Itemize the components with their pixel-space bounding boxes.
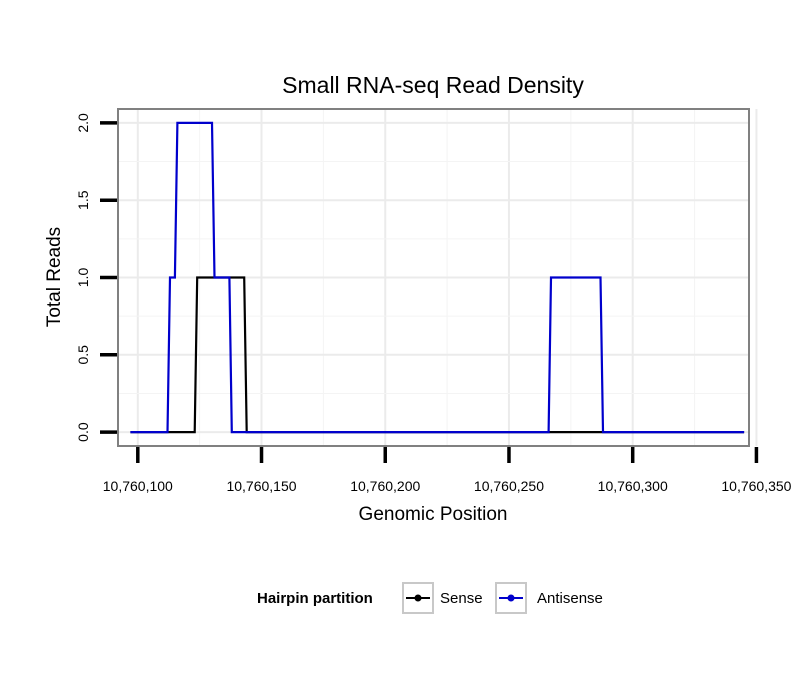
- x-axis: 10,760,100 10,760,150 10,760,200 10,760,250…: [103, 447, 792, 494]
- y-tick-label: 1.5: [75, 190, 91, 210]
- x-tick-label: 10,760,150: [226, 478, 296, 494]
- x-tick-label: 10,760,250: [474, 478, 544, 494]
- x-tick-label: 10,760,300: [598, 478, 668, 494]
- x-tick-label: 10,760,100: [103, 478, 173, 494]
- legend-item-antisense: Antisense: [495, 582, 603, 614]
- series-layer: [130, 121, 745, 434]
- y-tick-label: 0.0: [75, 422, 91, 442]
- legend-label-antisense: Antisense: [537, 590, 603, 607]
- y-tick-label: 0.5: [75, 345, 91, 365]
- x-tick-label: 10,760,350: [721, 478, 791, 494]
- legend: Hairpin partition Sense Antisense: [257, 582, 603, 614]
- chart-title: Small RNA-seq Read Density: [282, 72, 584, 98]
- y-axis-title: Total Reads: [44, 227, 65, 327]
- legend-point-antisense: [507, 594, 515, 602]
- legend-point-sense: [414, 594, 422, 602]
- legend-label-sense: Sense: [440, 590, 483, 607]
- plot-panel-border: [117, 108, 750, 447]
- series-line-antisense: [130, 121, 745, 434]
- x-tick-label: 10,760,200: [350, 478, 420, 494]
- y-tick-label: 2.0: [75, 113, 91, 133]
- legend-title: Hairpin partition: [257, 590, 373, 607]
- legend-item-sense: Sense: [402, 582, 483, 614]
- x-axis-title: Genomic Position: [359, 504, 508, 525]
- y-tick-label: 1.0: [75, 268, 91, 288]
- grid: [118, 109, 758, 446]
- y-axis: 0.0 0.5 1.0 1.5 2.0: [75, 113, 117, 442]
